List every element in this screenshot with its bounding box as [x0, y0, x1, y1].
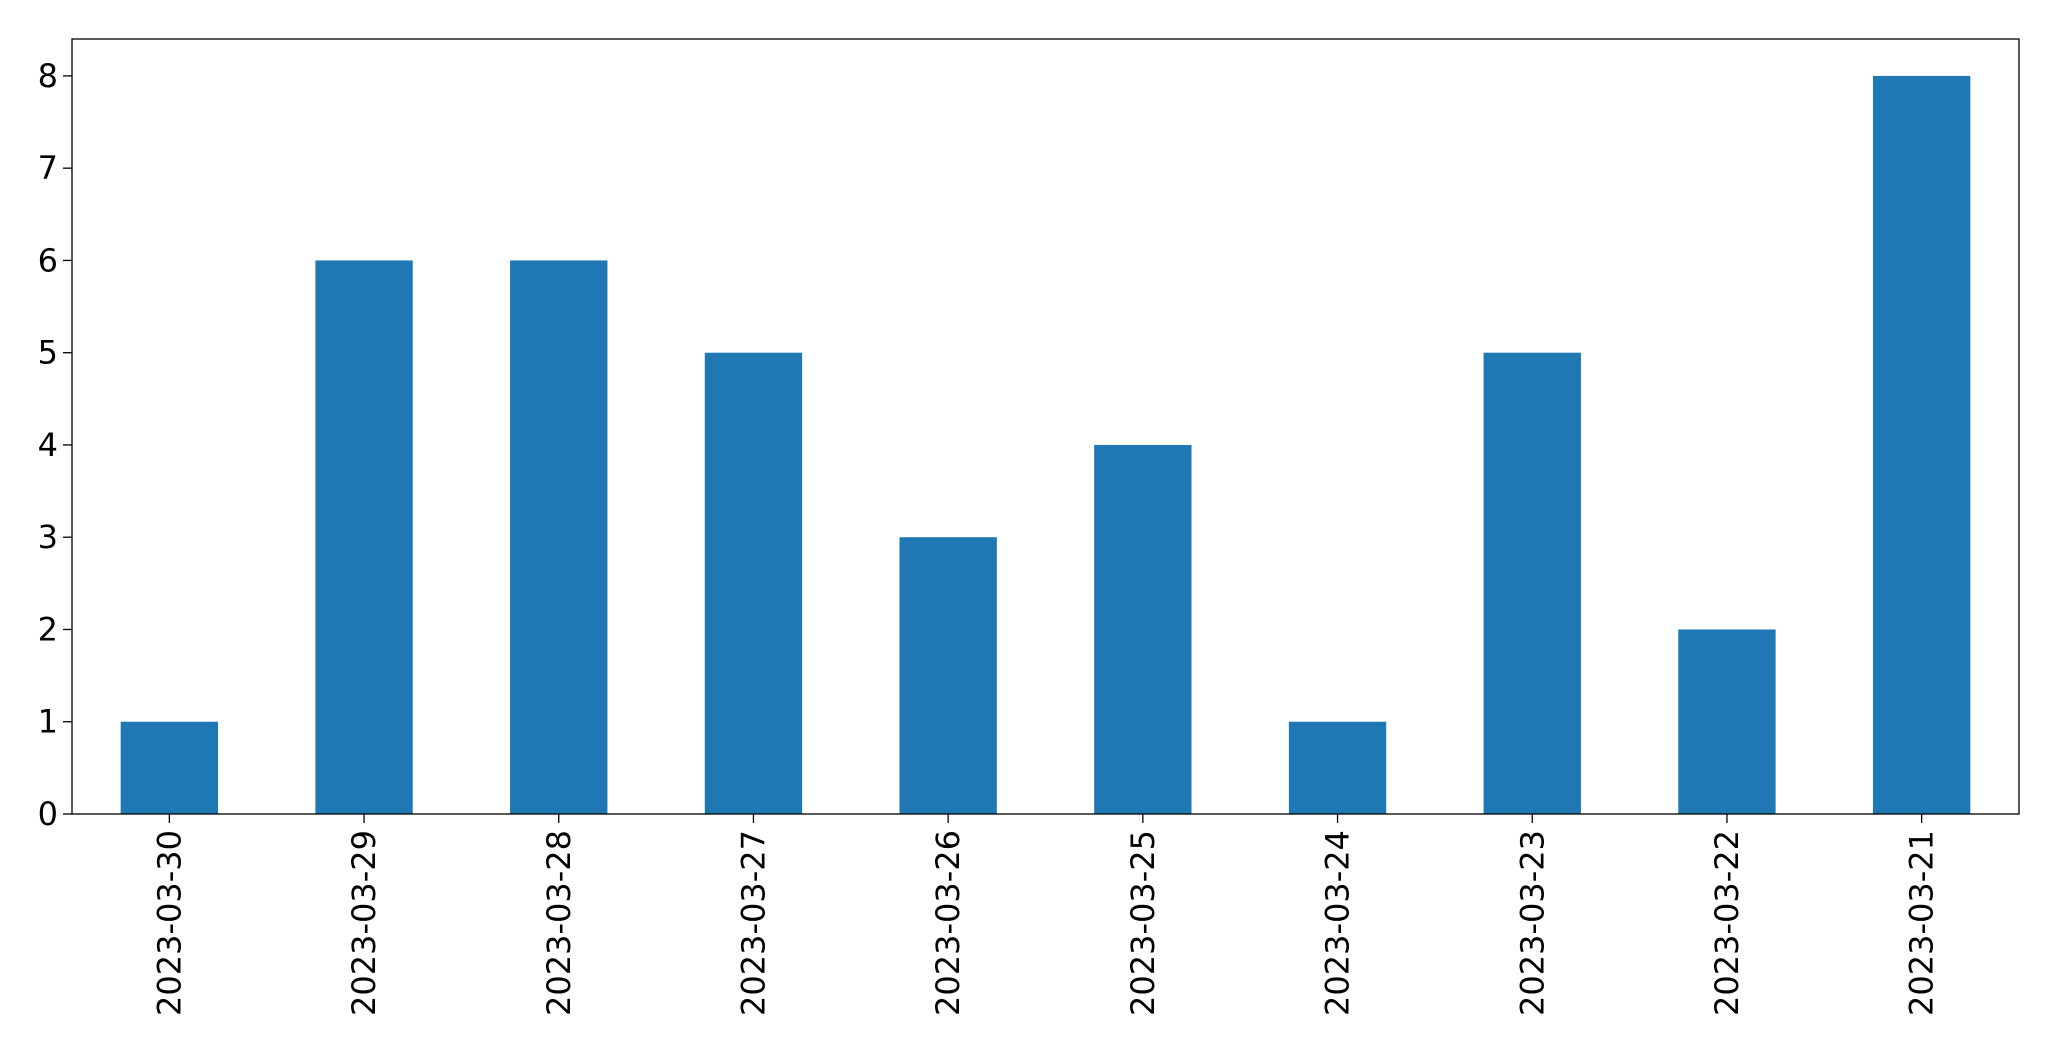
- x-tick-label: 2023-03-22: [1708, 830, 1746, 1016]
- bar: [1678, 629, 1776, 814]
- bar: [315, 260, 413, 814]
- x-tick-label: 2023-03-29: [345, 830, 383, 1016]
- bar: [1483, 352, 1581, 814]
- x-tick-label: 2023-03-23: [1513, 830, 1551, 1016]
- y-tick-label: 0: [38, 795, 58, 833]
- y-tick-label: 5: [38, 334, 58, 372]
- x-tick-label: 2023-03-25: [1124, 830, 1162, 1016]
- x-tick-label: 2023-03-21: [1903, 830, 1941, 1016]
- x-tick-label: 2023-03-28: [540, 830, 578, 1016]
- bar: [1872, 75, 1971, 814]
- bar: [899, 537, 997, 814]
- x-tick-label: 2023-03-30: [150, 830, 188, 1016]
- bar: [704, 352, 803, 814]
- y-tick-label: 8: [38, 57, 58, 95]
- bar: [1094, 444, 1192, 814]
- plot-frame: [71, 38, 2020, 815]
- y-tick-label: 3: [38, 518, 58, 556]
- y-tick-label: 7: [38, 149, 58, 187]
- y-tick-label: 2: [38, 610, 58, 648]
- y-tick-label: 6: [38, 241, 58, 279]
- y-tick-label: 4: [38, 426, 58, 464]
- y-tick-label: 1: [38, 703, 58, 741]
- x-tick-label: 2023-03-27: [734, 830, 772, 1016]
- bar: [1288, 721, 1387, 814]
- x-tick-label: 2023-03-24: [1319, 830, 1357, 1016]
- x-tick-label: 2023-03-26: [929, 830, 967, 1016]
- bar: [510, 260, 608, 814]
- bar: [120, 721, 219, 814]
